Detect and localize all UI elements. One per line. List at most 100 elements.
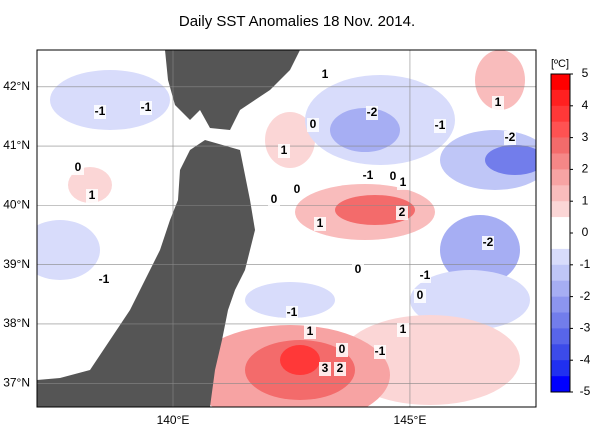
colorbar-band bbox=[551, 89, 570, 107]
contour-label: -1 bbox=[375, 344, 386, 358]
contour-label-bg bbox=[98, 273, 110, 287]
colorbar-band bbox=[551, 233, 570, 250]
colorbar-tick-label: -3 bbox=[580, 321, 591, 335]
contour-label-bg bbox=[366, 106, 378, 120]
contour-label: -2 bbox=[483, 235, 494, 249]
contour-label: 0 bbox=[417, 288, 424, 302]
colorbar-tick-label: -5 bbox=[580, 384, 591, 398]
contour-label: 1 bbox=[495, 95, 502, 109]
colorbar-tick-label: 2 bbox=[582, 162, 589, 176]
contour-label-bg bbox=[278, 144, 290, 158]
contour-label-bg bbox=[336, 343, 348, 357]
anomaly-area bbox=[335, 195, 415, 225]
contour-label: 1 bbox=[322, 67, 329, 81]
contour-label-bg bbox=[304, 325, 316, 339]
colorbar-band bbox=[551, 169, 570, 186]
contour-label-bg bbox=[482, 236, 494, 250]
anomaly-area bbox=[330, 108, 400, 152]
colorbar-tick-label: -1 bbox=[580, 257, 591, 271]
contour-label: -1 bbox=[363, 168, 374, 182]
lat-label: 38°N bbox=[3, 316, 30, 330]
lon-label: 145°E bbox=[394, 413, 427, 427]
anomaly-area bbox=[50, 70, 170, 130]
contour-label: 0 bbox=[355, 262, 362, 276]
colorbar-tick-label: -4 bbox=[580, 352, 591, 366]
contour-label: -1 bbox=[287, 305, 298, 319]
contour-label: 1 bbox=[400, 322, 407, 336]
contour-label-bg bbox=[319, 362, 331, 376]
colorbar-band bbox=[551, 201, 570, 218]
contour-label: -1 bbox=[435, 118, 446, 132]
contour-label-bg bbox=[414, 289, 426, 303]
contour-label-bg bbox=[319, 68, 331, 82]
colorbar-band bbox=[551, 344, 570, 361]
colorbar-band bbox=[551, 121, 570, 138]
colorbar-band bbox=[551, 328, 570, 345]
contour-label-bg bbox=[140, 101, 152, 115]
contour-label: 1 bbox=[89, 188, 96, 202]
contour-label: -1 bbox=[420, 268, 431, 282]
contour-label: 3 bbox=[322, 361, 329, 375]
colorbar-band bbox=[551, 217, 570, 234]
lat-label: 39°N bbox=[3, 257, 30, 271]
colorbar-band bbox=[551, 153, 570, 170]
lat-label: 37°N bbox=[3, 375, 30, 389]
colorbar-band bbox=[551, 105, 570, 122]
contour-label-bg bbox=[286, 306, 298, 320]
contour-label-bg bbox=[397, 323, 409, 337]
anomaly-area bbox=[245, 282, 335, 318]
contour-label: 0 bbox=[390, 169, 397, 183]
colorbar-tick-label: 0 bbox=[582, 225, 589, 239]
contour-label: 1 bbox=[281, 143, 288, 157]
contour-label-bg bbox=[504, 131, 516, 145]
colorbar-band bbox=[551, 360, 570, 377]
anomaly-area bbox=[485, 145, 536, 175]
contour-label-bg bbox=[314, 217, 326, 231]
colorbar-band bbox=[551, 376, 570, 393]
contour-label-bg bbox=[397, 176, 409, 190]
contour-label-bg bbox=[362, 169, 374, 183]
colorbar-band bbox=[551, 280, 570, 297]
contour-label-bg bbox=[307, 118, 319, 132]
contour-label-bg bbox=[268, 193, 280, 207]
contour-label: 2 bbox=[399, 205, 406, 219]
contour-label: 1 bbox=[307, 324, 314, 338]
contour-label: 0 bbox=[294, 182, 301, 196]
anomaly-area bbox=[475, 50, 525, 110]
colorbar-band bbox=[551, 137, 570, 154]
title: Daily SST Anomalies 18 Nov. 2014. bbox=[179, 13, 415, 30]
contour-label-bg bbox=[94, 105, 106, 119]
contour-label-bg bbox=[334, 362, 346, 376]
contour-label-bg bbox=[291, 183, 303, 197]
contour-label: 1 bbox=[317, 216, 324, 230]
anomaly-area bbox=[410, 270, 530, 330]
colorbar-band bbox=[551, 296, 570, 313]
contour-label: 1 bbox=[400, 175, 407, 189]
colorbar-tick-label: 3 bbox=[582, 130, 589, 144]
colorbar-band bbox=[551, 74, 570, 91]
contour-label: -1 bbox=[141, 100, 152, 114]
anomaly-area bbox=[440, 215, 520, 285]
contour-label: 0 bbox=[310, 117, 317, 131]
contour-label: -2 bbox=[367, 105, 378, 119]
colorbar-tick-label: 1 bbox=[582, 193, 589, 207]
contour-label: -1 bbox=[95, 104, 106, 118]
colorbar-tick-label: -2 bbox=[580, 289, 591, 303]
contour-label: -1 bbox=[99, 272, 110, 286]
colorbar-band bbox=[551, 312, 570, 329]
colorbar-unit: [ºC] bbox=[551, 58, 569, 70]
contour-label-bg bbox=[72, 161, 84, 175]
contour-label-bg bbox=[396, 206, 408, 220]
contour-label-bg bbox=[86, 189, 98, 203]
lat-label: 40°N bbox=[3, 198, 30, 212]
contour-label-bg bbox=[352, 263, 364, 277]
land bbox=[37, 140, 255, 407]
colorbar-band bbox=[551, 248, 570, 266]
lat-label: 42°N bbox=[3, 79, 30, 93]
contour-label-bg bbox=[374, 345, 386, 359]
contour-label: 0 bbox=[339, 342, 346, 356]
anomaly-area bbox=[68, 167, 112, 203]
colorbar-band bbox=[551, 264, 570, 281]
contour-label: 0 bbox=[75, 160, 82, 174]
